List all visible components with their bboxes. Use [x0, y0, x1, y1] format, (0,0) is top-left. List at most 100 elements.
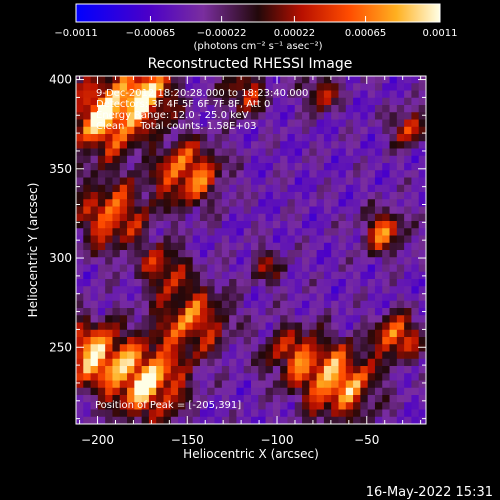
heatmap-cell	[221, 148, 230, 157]
heatmap-cell	[265, 242, 274, 251]
heatmap-cell	[163, 141, 172, 149]
heatmap-cell	[97, 177, 106, 186]
heatmap-cell	[119, 90, 128, 99]
heatmap-cell	[76, 329, 84, 338]
heatmap-cell	[411, 126, 420, 135]
heatmap-cell	[105, 134, 113, 142]
heatmap-cell	[127, 387, 135, 396]
heatmap-cell	[141, 177, 150, 186]
heatmap-cell	[345, 170, 354, 178]
heatmap-cell	[229, 242, 237, 251]
heatmap-cell	[229, 177, 237, 186]
heatmap-cell	[309, 358, 318, 367]
heatmap-cell	[396, 293, 405, 302]
heatmap-cell	[316, 76, 325, 84]
heatmap-cell	[170, 235, 179, 244]
heatmap-cell	[134, 192, 143, 200]
heatmap-cell	[221, 221, 230, 229]
heatmap-cell	[229, 344, 237, 352]
heatmap-cell	[214, 242, 223, 251]
heatmap-cell	[411, 119, 420, 128]
heatmap-cell	[309, 112, 318, 120]
heatmap-cell	[331, 221, 339, 229]
heatmap-cell	[360, 97, 369, 106]
heatmap-cell	[134, 257, 143, 265]
heatmap-cell	[345, 199, 354, 207]
heatmap-cell	[141, 213, 150, 222]
heatmap-cell	[199, 293, 208, 302]
heatmap-cell	[353, 192, 361, 200]
heatmap-cell	[112, 402, 121, 410]
heatmap-cell	[360, 148, 369, 157]
heatmap-cell	[236, 97, 245, 106]
heatmap-cell	[127, 257, 135, 265]
heatmap-cell	[221, 235, 230, 244]
heatmap-cell	[97, 315, 106, 323]
heatmap-cell	[199, 90, 208, 99]
heatmap-cell	[112, 126, 121, 135]
heatmap-cell	[302, 112, 310, 120]
heatmap-cell	[127, 228, 135, 236]
heatmap-cell	[272, 97, 281, 106]
heatmap-cell	[243, 286, 252, 294]
heatmap-cell	[389, 213, 398, 222]
heatmap-cell	[170, 416, 179, 425]
heatmap-cell	[345, 373, 354, 381]
heatmap-cell	[418, 97, 427, 106]
heatmap-cell	[207, 163, 215, 171]
heatmap-cell	[353, 235, 361, 244]
heatmap-cell	[76, 213, 84, 222]
heatmap-cell	[411, 315, 420, 323]
heatmap-cell	[83, 293, 91, 302]
heatmap-cell	[418, 351, 427, 360]
heatmap-cell	[127, 279, 135, 287]
heatmap-cell	[396, 134, 405, 142]
heatmap-cell	[134, 155, 143, 164]
heatmap-cell	[141, 409, 150, 418]
heatmap-cell	[338, 344, 347, 352]
heatmap-cell	[76, 148, 84, 157]
heatmap-cell	[360, 308, 369, 316]
heatmap-cell	[97, 257, 106, 265]
info-line-energy-range: Energy Range: 12.0 - 25.0 keV	[96, 110, 249, 121]
heatmap-cell	[316, 105, 325, 113]
heatmap-cell	[316, 264, 325, 273]
heatmap-cell	[229, 293, 237, 302]
heatmap-cell	[265, 366, 274, 374]
heatmap-cell	[374, 126, 383, 135]
heatmap-cell	[360, 257, 369, 265]
heatmap-cell	[229, 155, 237, 164]
heatmap-cell	[280, 308, 288, 316]
heatmap-cell	[258, 322, 266, 331]
heatmap-cell	[97, 264, 106, 273]
heatmap-cell	[127, 163, 135, 171]
heatmap-cell	[367, 228, 376, 236]
heatmap-cell	[272, 105, 281, 113]
heatmap-cell	[236, 148, 245, 157]
heatmap-cell	[302, 90, 310, 99]
heatmap-cell	[309, 90, 318, 99]
heatmap-cell	[411, 170, 420, 178]
heatmap-cell	[90, 184, 99, 193]
heatmap-cell	[214, 213, 223, 222]
heatmap-cell	[156, 351, 164, 360]
heatmap-cell	[251, 192, 259, 200]
heatmap-cell	[119, 163, 128, 171]
heatmap-cell	[302, 206, 310, 215]
heatmap-cell	[360, 163, 369, 171]
heatmap-cell	[221, 199, 230, 207]
heatmap-cell	[338, 163, 347, 171]
heatmap-cell	[411, 344, 420, 352]
heatmap-cell	[178, 126, 186, 135]
heatmap-cell	[105, 170, 113, 178]
heatmap-cell	[170, 134, 179, 142]
heatmap-cell	[360, 112, 369, 120]
heatmap-cell	[119, 395, 128, 403]
heatmap-cell	[287, 358, 296, 367]
heatmap-cell	[178, 163, 186, 171]
y-axis-label: Heliocentric Y (arcsec)	[26, 183, 40, 318]
heatmap-cell	[418, 235, 427, 244]
heatmap-cell	[360, 206, 369, 215]
heatmap-cell	[367, 126, 376, 135]
heatmap-cell	[178, 373, 186, 381]
